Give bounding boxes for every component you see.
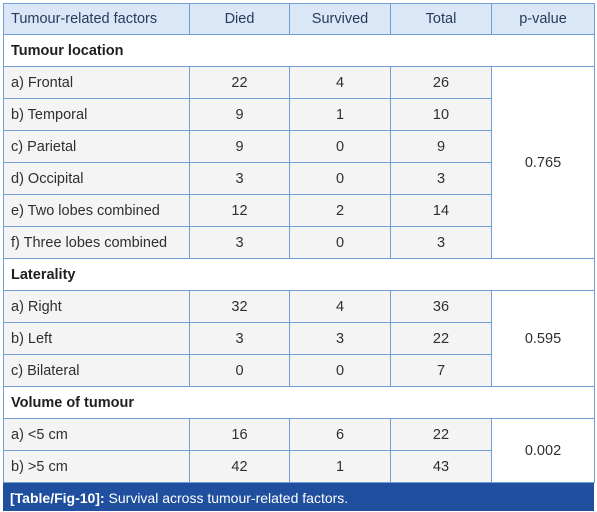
died-cell: 3 xyxy=(189,162,290,195)
died-cell: 22 xyxy=(189,66,290,99)
died-cell: 3 xyxy=(189,226,290,259)
caption-text: Survival across tumour-related factors. xyxy=(104,490,349,506)
table-row: b) Left 3 3 22 xyxy=(3,322,595,355)
table-row: c) Bilateral 0 0 7 xyxy=(3,354,595,387)
section-title: Laterality xyxy=(3,258,595,291)
survived-cell: 1 xyxy=(289,450,391,483)
row-label: b) Left xyxy=(3,322,190,355)
total-cell: 22 xyxy=(390,322,492,355)
header-total: Total xyxy=(390,3,492,35)
died-cell: 32 xyxy=(189,290,290,323)
pvalue-cell: 0.595 xyxy=(491,290,595,387)
total-cell: 36 xyxy=(390,290,492,323)
header-factor: Tumour-related factors xyxy=(3,3,190,35)
section-title: Volume of tumour xyxy=(3,386,595,419)
table-row: b) >5 cm 42 1 43 xyxy=(3,450,595,483)
survived-cell: 0 xyxy=(289,130,391,163)
table-row: a) Frontal 22 4 26 0.765 xyxy=(3,66,595,259)
section-title: Tumour location xyxy=(3,34,595,67)
died-cell: 12 xyxy=(189,194,290,227)
row-label: a) Right xyxy=(3,290,190,323)
survived-cell: 6 xyxy=(289,418,391,451)
table-row: a) <5 cm 16 6 22 0.002 xyxy=(3,418,595,483)
died-cell: 9 xyxy=(189,98,290,131)
total-cell: 14 xyxy=(390,194,492,227)
table-row: d) Occipital 3 0 3 xyxy=(3,162,595,195)
row-label: d) Occipital xyxy=(3,162,190,195)
total-cell: 3 xyxy=(390,226,492,259)
row-label: e) Two lobes combined xyxy=(3,194,190,227)
table-row: f) Three lobes combined 3 0 3 xyxy=(3,226,595,259)
survival-table: Tumour-related factors Died Survived Tot… xyxy=(3,3,595,483)
row-label: a) <5 cm xyxy=(3,418,190,451)
row-label: b) >5 cm xyxy=(3,450,190,483)
table-figure: Tumour-related factors Died Survived Tot… xyxy=(3,3,595,511)
row-label: b) Temporal xyxy=(3,98,190,131)
survived-cell: 3 xyxy=(289,322,391,355)
died-cell: 3 xyxy=(189,322,290,355)
table-row: a) Right 32 4 36 0.595 xyxy=(3,290,595,387)
survived-cell: 0 xyxy=(289,162,391,195)
section-row: Tumour location xyxy=(3,34,595,67)
survived-cell: 2 xyxy=(289,194,391,227)
total-cell: 3 xyxy=(390,162,492,195)
row-label: a) Frontal xyxy=(3,66,190,99)
total-cell: 9 xyxy=(390,130,492,163)
section-row: Volume of tumour xyxy=(3,386,595,419)
header-row: Tumour-related factors Died Survived Tot… xyxy=(3,3,595,35)
table-caption: [Table/Fig-10]: Survival across tumour-r… xyxy=(3,483,594,511)
total-cell: 43 xyxy=(390,450,492,483)
survived-cell: 0 xyxy=(289,226,391,259)
row-label: c) Parietal xyxy=(3,130,190,163)
total-cell: 10 xyxy=(390,98,492,131)
died-cell: 42 xyxy=(189,450,290,483)
total-cell: 26 xyxy=(390,66,492,99)
survived-cell: 4 xyxy=(289,66,391,99)
survived-cell: 0 xyxy=(289,354,391,387)
died-cell: 9 xyxy=(189,130,290,163)
header-pvalue: p-value xyxy=(491,3,595,35)
section-row: Laterality xyxy=(3,258,595,291)
table-row: b) Temporal 9 1 10 xyxy=(3,98,595,131)
total-cell: 22 xyxy=(390,418,492,451)
caption-label: [Table/Fig-10]: xyxy=(10,490,105,506)
died-cell: 0 xyxy=(189,354,290,387)
row-label: f) Three lobes combined xyxy=(3,226,190,259)
survived-cell: 4 xyxy=(289,290,391,323)
table-row: c) Parietal 9 0 9 xyxy=(3,130,595,163)
header-died: Died xyxy=(189,3,290,35)
pvalue-cell: 0.002 xyxy=(491,418,595,483)
pvalue-cell: 0.765 xyxy=(491,66,595,259)
header-survived: Survived xyxy=(289,3,391,35)
total-cell: 7 xyxy=(390,354,492,387)
died-cell: 16 xyxy=(189,418,290,451)
row-label: c) Bilateral xyxy=(3,354,190,387)
survived-cell: 1 xyxy=(289,98,391,131)
